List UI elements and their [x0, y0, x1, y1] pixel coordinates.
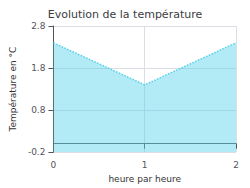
svg-text:1.8: 1.8 — [31, 63, 46, 73]
svg-text:heure par heure: heure par heure — [108, 174, 181, 184]
svg-text:1: 1 — [142, 160, 148, 170]
svg-text:Evolution de la température: Evolution de la température — [48, 8, 203, 21]
svg-text:-0.2: -0.2 — [28, 147, 46, 157]
svg-text:0.8: 0.8 — [31, 105, 46, 115]
svg-text:0: 0 — [51, 160, 57, 170]
svg-text:2: 2 — [233, 160, 239, 170]
svg-text:Température en °C: Température en °C — [8, 47, 18, 133]
svg-text:2.8: 2.8 — [31, 21, 46, 31]
